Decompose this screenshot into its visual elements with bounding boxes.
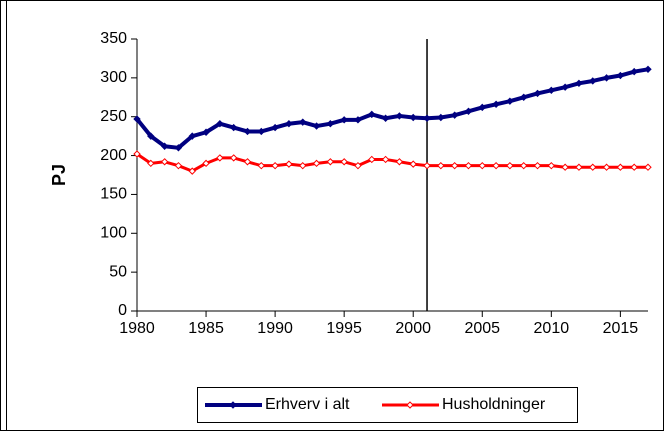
point — [423, 161, 431, 170]
y-tick-label: 0 — [118, 302, 127, 319]
x-tick-label: 2015 — [603, 320, 639, 337]
point — [160, 158, 169, 166]
point — [644, 65, 652, 74]
point — [506, 97, 514, 105]
point — [589, 77, 597, 85]
point — [243, 127, 252, 136]
point — [188, 132, 196, 140]
point — [229, 123, 238, 132]
point — [437, 161, 445, 170]
point — [506, 161, 514, 170]
point — [271, 161, 279, 170]
point — [492, 161, 500, 170]
point — [216, 154, 224, 162]
legend-label: Husholdninger — [442, 396, 546, 413]
point — [602, 163, 611, 171]
point — [216, 120, 224, 128]
point — [299, 118, 307, 126]
point — [368, 155, 376, 164]
legend-marker — [406, 401, 414, 409]
point — [630, 163, 638, 171]
x-tick-label: 2005 — [464, 320, 500, 337]
point — [437, 113, 445, 122]
point — [326, 158, 335, 166]
point — [602, 74, 611, 82]
point — [450, 161, 459, 170]
y-tick-label: 350 — [100, 30, 127, 47]
point — [257, 161, 266, 170]
point — [492, 100, 500, 108]
point — [381, 114, 390, 122]
point — [409, 113, 417, 122]
point — [589, 163, 597, 171]
x-tick-label: 1990 — [257, 320, 293, 337]
point — [561, 163, 569, 171]
point — [630, 67, 638, 76]
legend-marker — [229, 401, 237, 409]
point — [464, 161, 473, 170]
point — [271, 123, 279, 132]
point — [409, 160, 417, 168]
point — [202, 159, 210, 168]
point — [547, 161, 556, 170]
point — [285, 120, 293, 128]
point — [326, 120, 335, 128]
y-tick-label: 150 — [100, 186, 127, 203]
point — [133, 115, 141, 123]
point — [285, 160, 293, 168]
point — [147, 132, 155, 140]
x-tick-label: 1995 — [326, 320, 362, 337]
point — [478, 103, 486, 112]
point — [354, 116, 362, 124]
point — [368, 110, 376, 119]
point — [340, 116, 348, 124]
y-tick-label: 300 — [100, 69, 127, 86]
x-tick-label: 1980 — [119, 320, 155, 337]
point — [229, 154, 238, 162]
point — [519, 93, 528, 101]
point — [575, 163, 583, 171]
point — [133, 150, 141, 158]
point — [423, 114, 431, 122]
point — [519, 161, 528, 170]
y-tick-label: 200 — [100, 147, 127, 164]
legend-label: Erhverv i alt — [265, 396, 350, 413]
point — [533, 161, 542, 170]
x-tick-label: 2010 — [534, 320, 570, 337]
point — [354, 161, 362, 170]
y-tick-label: 100 — [100, 225, 127, 242]
y-axis-label: PJ — [49, 164, 69, 186]
x-tick-label: 2000 — [395, 320, 431, 337]
point — [381, 155, 390, 164]
point — [644, 163, 652, 171]
point — [478, 161, 486, 170]
point — [547, 86, 556, 94]
point — [340, 158, 348, 166]
point — [202, 128, 210, 136]
point — [147, 159, 155, 168]
point — [188, 167, 196, 175]
point — [561, 83, 569, 91]
point — [533, 89, 542, 98]
point — [464, 107, 473, 115]
point — [243, 158, 252, 166]
point — [575, 79, 583, 88]
point — [174, 144, 183, 152]
point — [160, 142, 169, 150]
x-tick-label: 1985 — [188, 320, 224, 337]
point — [174, 161, 183, 170]
point — [395, 158, 404, 166]
y-tick-label: 250 — [100, 108, 127, 125]
point — [450, 111, 459, 119]
y-tick-label: 50 — [109, 263, 127, 280]
point — [299, 161, 307, 170]
point — [395, 112, 404, 120]
point — [616, 163, 625, 171]
point — [312, 159, 321, 168]
point — [257, 127, 266, 136]
point — [616, 71, 625, 80]
point — [312, 122, 321, 130]
